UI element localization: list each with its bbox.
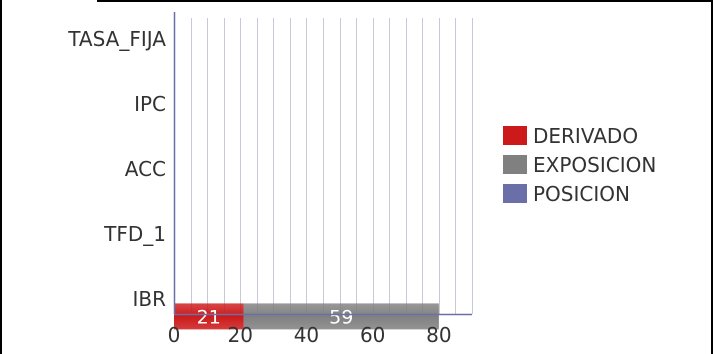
legend-item-exposicion: EXPOSICION — [503, 153, 656, 177]
x-tick-label: 40 — [294, 323, 319, 347]
legend-swatch — [503, 126, 527, 145]
y-tick-label-ipc: IPC — [134, 92, 166, 116]
x-tick-label: 60 — [360, 323, 385, 347]
bar-value-label: 59 — [329, 306, 353, 328]
legend-item-posicion: POSICION — [503, 182, 630, 206]
bar-segment — [243, 303, 439, 330]
y-tick-label-ibr: IBR — [132, 287, 166, 311]
y-tick-label-tasa-fija: TASA_FIJA — [67, 27, 166, 51]
grid-lines — [191, 18, 473, 314]
legend-label: DERIVADO — [533, 124, 638, 148]
legend-label: POSICION — [533, 182, 630, 206]
x-tick-label: 80 — [426, 323, 451, 347]
x-tick-label: 0 — [168, 323, 181, 347]
bars: 21 59 — [174, 303, 439, 330]
left-border-line — [0, 0, 2, 354]
y-tick-label-acc: ACC — [125, 157, 166, 181]
bar-segment — [174, 303, 244, 330]
legend-item-derivado: DERIVADO — [503, 124, 638, 148]
bar-derivado-ibr: 21 — [174, 303, 244, 330]
x-tick-label: 20 — [227, 323, 252, 347]
top-border-line — [97, 0, 713, 2]
legend-swatch — [503, 155, 527, 174]
y-tick-label-tfd-1: TFD_1 — [103, 222, 166, 246]
right-border-line — [711, 0, 713, 354]
legend-label: EXPOSICION — [533, 153, 656, 177]
bar-exposicion-ibr: 59 — [243, 303, 439, 330]
legend-swatch — [503, 184, 527, 203]
bar-value-label: 21 — [197, 306, 221, 328]
axes — [173, 12, 472, 316]
legend: DERIVADO EXPOSICION POSICION — [503, 124, 656, 206]
